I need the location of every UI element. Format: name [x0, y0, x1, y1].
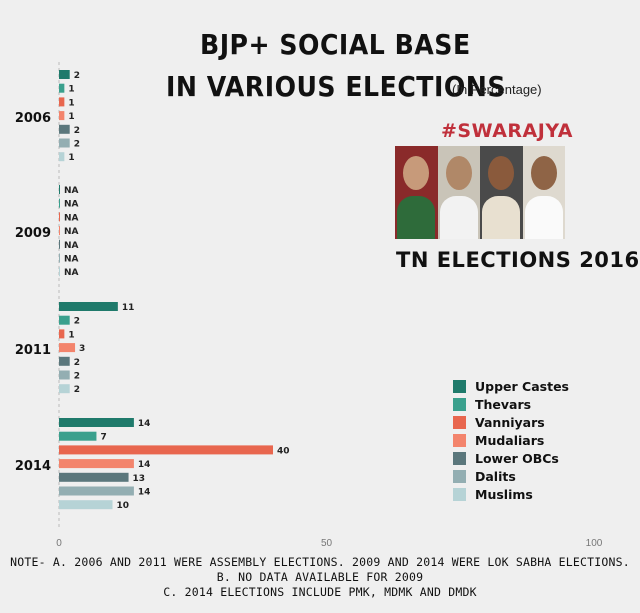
- note-line-a: NOTE- A. 2006 AND 2011 WERE ASSEMBLY ELE…: [10, 555, 630, 569]
- bar: [59, 431, 97, 441]
- data-label: 11: [122, 303, 135, 313]
- bar: [59, 356, 70, 366]
- data-label: NA: [64, 255, 79, 265]
- x-tick-label: 0: [56, 538, 62, 549]
- bar: [59, 124, 70, 134]
- bar: [59, 315, 70, 325]
- bar: [59, 111, 65, 121]
- bar: [59, 253, 60, 263]
- legend-label: Thevars: [475, 396, 532, 412]
- bar: [59, 418, 134, 427]
- data-label: 1: [68, 112, 74, 122]
- bar: [59, 343, 76, 353]
- data-label: NA: [64, 186, 79, 196]
- legend-item: Thevars: [453, 395, 569, 413]
- legend-swatch: [453, 379, 466, 393]
- data-label: 14: [138, 460, 151, 470]
- bar: [59, 152, 65, 162]
- data-label: 1: [68, 153, 74, 163]
- chart-title-line1: BJP+ SOCIAL BASE: [200, 28, 471, 61]
- bar: [59, 185, 60, 194]
- data-label: 3: [79, 344, 85, 354]
- data-label: 40: [277, 446, 290, 456]
- bar: [59, 70, 70, 79]
- category-label: 2009: [15, 226, 51, 241]
- chart-title-line2: IN VARIOUS ELECTIONS: [166, 70, 506, 103]
- brand-label: #SWARAJYA: [441, 120, 573, 142]
- data-label: 10: [117, 501, 130, 511]
- bar: [59, 212, 60, 222]
- legend-item: Dalits: [453, 467, 569, 485]
- data-label: 2: [74, 126, 80, 136]
- candidate-photo-4: [522, 146, 565, 239]
- x-tick-label: 100: [586, 538, 603, 549]
- data-label: 2: [74, 385, 80, 395]
- note-line-c: C. 2014 ELECTIONS INCLUDE PMK, MDMK AND …: [163, 585, 477, 599]
- legend-label: Mudaliars: [475, 432, 545, 448]
- candidate-photo-1: [395, 146, 438, 239]
- bar: [59, 486, 134, 496]
- x-tick-label: 50: [321, 538, 333, 549]
- legend-swatch: [453, 397, 466, 411]
- legend-swatch: [453, 451, 466, 465]
- bar: [59, 83, 65, 93]
- legend-item: Muslims: [453, 485, 569, 503]
- category-label: 2006: [15, 111, 51, 126]
- bar: [59, 500, 113, 510]
- bar: [59, 226, 60, 236]
- data-label: 1: [68, 98, 74, 108]
- bar: [59, 445, 273, 455]
- bar: [59, 302, 118, 311]
- bar: [59, 459, 134, 469]
- candidate-photos: [395, 146, 565, 239]
- bar: [59, 267, 60, 277]
- legend-label: Dalits: [475, 468, 516, 484]
- image-caption: TN ELECTIONS 2016: [396, 248, 640, 272]
- data-label: 2: [74, 71, 80, 81]
- category-label: 2011: [15, 343, 51, 358]
- bar: [59, 370, 70, 380]
- data-label: 1: [68, 85, 74, 95]
- legend-label: Upper Castes: [475, 378, 569, 394]
- legend-item: Mudaliars: [453, 431, 569, 449]
- data-label: NA: [64, 241, 79, 251]
- data-label: 14: [138, 488, 151, 498]
- data-label: 2: [74, 317, 80, 327]
- data-label: 14: [138, 419, 151, 429]
- data-label: 2: [74, 358, 80, 368]
- bar: [59, 329, 65, 339]
- bar: [59, 384, 70, 394]
- data-label: 7: [100, 433, 106, 443]
- candidate-photo-3: [480, 146, 523, 239]
- legend-swatch: [453, 469, 466, 483]
- legend-item: Upper Castes: [453, 377, 569, 395]
- legend-label: Lower OBCs: [475, 450, 559, 466]
- bar: [59, 472, 129, 482]
- bar: [59, 138, 70, 148]
- note-line-b: B. NO DATA AVAILABLE FOR 2009: [216, 570, 424, 584]
- bar: [59, 239, 60, 249]
- legend-label: Muslims: [475, 486, 533, 502]
- candidate-photo-2: [437, 146, 480, 239]
- data-label: 2: [74, 372, 80, 382]
- data-label: NA: [64, 227, 79, 237]
- legend-swatch: [453, 487, 466, 501]
- bar: [59, 198, 60, 208]
- data-label: NA: [64, 200, 79, 210]
- legend-swatch: [453, 415, 466, 429]
- legend-item: Lower OBCs: [453, 449, 569, 467]
- data-label: 13: [133, 474, 146, 484]
- data-label: NA: [64, 268, 79, 278]
- chart-legend: Upper Castes Thevars Vanniyars Mudaliars Low…: [453, 377, 569, 503]
- data-label: NA: [64, 213, 79, 223]
- data-label: 2: [74, 140, 80, 150]
- chart-subtitle: (In Percentage): [452, 82, 542, 97]
- category-label: 2014: [15, 459, 51, 474]
- data-label: 1: [68, 330, 74, 340]
- bar: [59, 97, 65, 107]
- legend-item: Vanniyars: [453, 413, 569, 431]
- legend-label: Vanniyars: [475, 414, 545, 430]
- legend-swatch: [453, 433, 466, 447]
